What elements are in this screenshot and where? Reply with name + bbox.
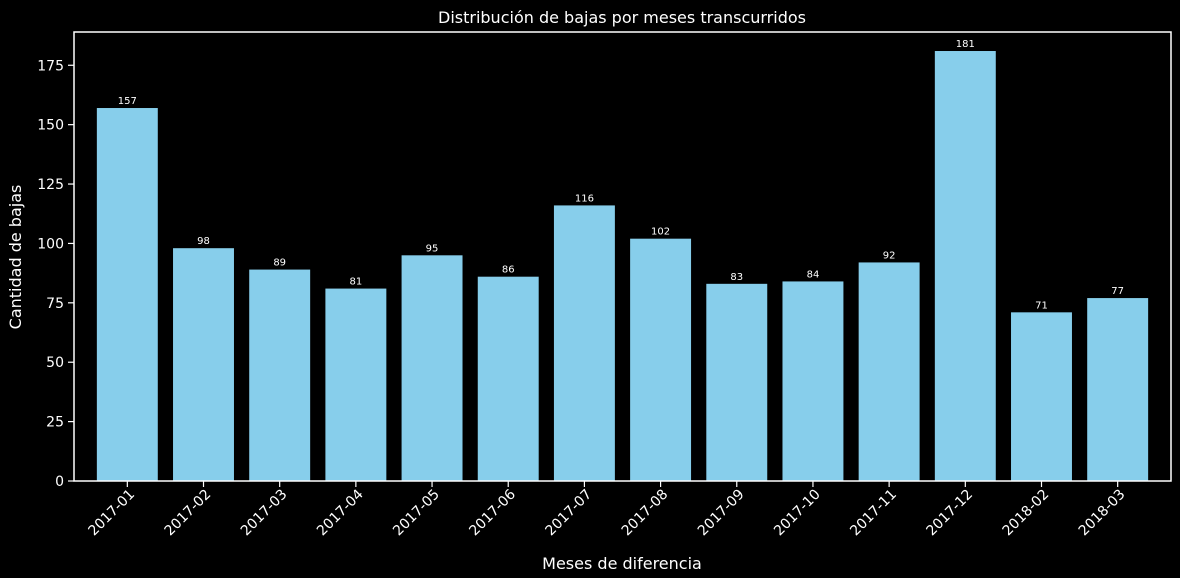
plot-area-frame <box>73 31 1172 482</box>
x-tick-label-2017-09: 2017-09 <box>695 487 748 540</box>
y-tick-label: 0 <box>55 474 64 490</box>
bar-2018-02 <box>1011 312 1072 481</box>
y-tick-label: 25 <box>46 415 64 431</box>
data-label-2017-02: 98 <box>197 236 210 247</box>
chart-title: Distribución de bajas por meses transcur… <box>438 8 806 27</box>
data-label-2017-07: 116 <box>575 193 594 204</box>
bar-2018-03 <box>1087 298 1149 481</box>
y-tick-label: 50 <box>46 355 64 371</box>
data-label-2017-04: 81 <box>350 277 363 288</box>
bar-2017-09 <box>706 283 768 481</box>
x-tick-label-2018-03: 2018-03 <box>1076 487 1129 540</box>
x-tick-label-2017-07: 2017-07 <box>543 487 596 540</box>
bar-2017-04 <box>325 288 387 481</box>
x-tick-label-2017-04: 2017-04 <box>314 486 367 539</box>
data-label-2017-10: 84 <box>807 269 820 280</box>
x-tick-label-2017-06: 2017-06 <box>466 486 519 539</box>
y-axis-ticks: 0 25 50 75 100 125 150 175 <box>37 58 74 490</box>
y-tick-label: 175 <box>37 58 64 74</box>
data-label-2018-02: 71 <box>1035 300 1048 311</box>
y-tick-label: 75 <box>46 296 64 312</box>
bar-2017-12 <box>934 51 996 481</box>
x-tick-label-2017-01: 2017-01 <box>85 487 138 540</box>
y-tick-label: 100 <box>37 236 64 252</box>
bar-2017-01 <box>96 108 158 482</box>
bar-2017-07 <box>553 205 615 482</box>
x-tick-label-2017-03: 2017-03 <box>238 487 291 540</box>
x-axis-ticks: 2017-01 2017-02 2017-03 2017-04 2017-05 2017-… <box>85 481 1128 539</box>
bar-2017-06 <box>477 276 539 481</box>
bar-2017-10 <box>782 281 844 481</box>
x-tick-label-2017-05: 2017-05 <box>390 487 443 540</box>
x-tick-label-2017-12: 2017-12 <box>923 487 976 540</box>
bars-layer <box>96 51 1149 482</box>
bar-2017-02 <box>173 248 234 481</box>
data-labels-layer: 157 98 89 81 95 86 116 102 83 84 92 181 71 77 <box>118 39 1124 311</box>
x-tick-label-2018-02: 2018-02 <box>1000 487 1053 540</box>
data-label-2017-11: 92 <box>883 250 896 261</box>
x-tick-label-2017-10: 2017-10 <box>771 487 824 540</box>
bar-2017-03 <box>249 269 311 481</box>
bar-2017-05 <box>401 255 463 481</box>
data-label-2017-01: 157 <box>118 96 137 107</box>
bar-2017-11 <box>858 262 920 481</box>
data-label-2017-06: 86 <box>502 265 515 276</box>
x-tick-label-2017-08: 2017-08 <box>619 487 672 540</box>
bar-2017-08 <box>630 238 692 481</box>
data-label-2017-05: 95 <box>426 243 439 254</box>
x-tick-label-2017-11: 2017-11 <box>847 487 900 540</box>
data-label-2017-12: 181 <box>956 39 975 50</box>
x-tick-label-2017-02: 2017-02 <box>162 487 215 540</box>
y-axis-label: Cantidad de bajas <box>6 185 25 330</box>
data-label-2017-03: 89 <box>273 258 286 269</box>
data-label-2017-08: 102 <box>651 227 670 238</box>
y-tick-label: 150 <box>37 118 64 134</box>
x-axis-label: Meses de diferencia <box>542 554 702 573</box>
data-label-2018-03: 77 <box>1111 286 1124 297</box>
data-label-2017-09: 83 <box>730 272 743 283</box>
y-tick-label: 125 <box>37 177 64 193</box>
